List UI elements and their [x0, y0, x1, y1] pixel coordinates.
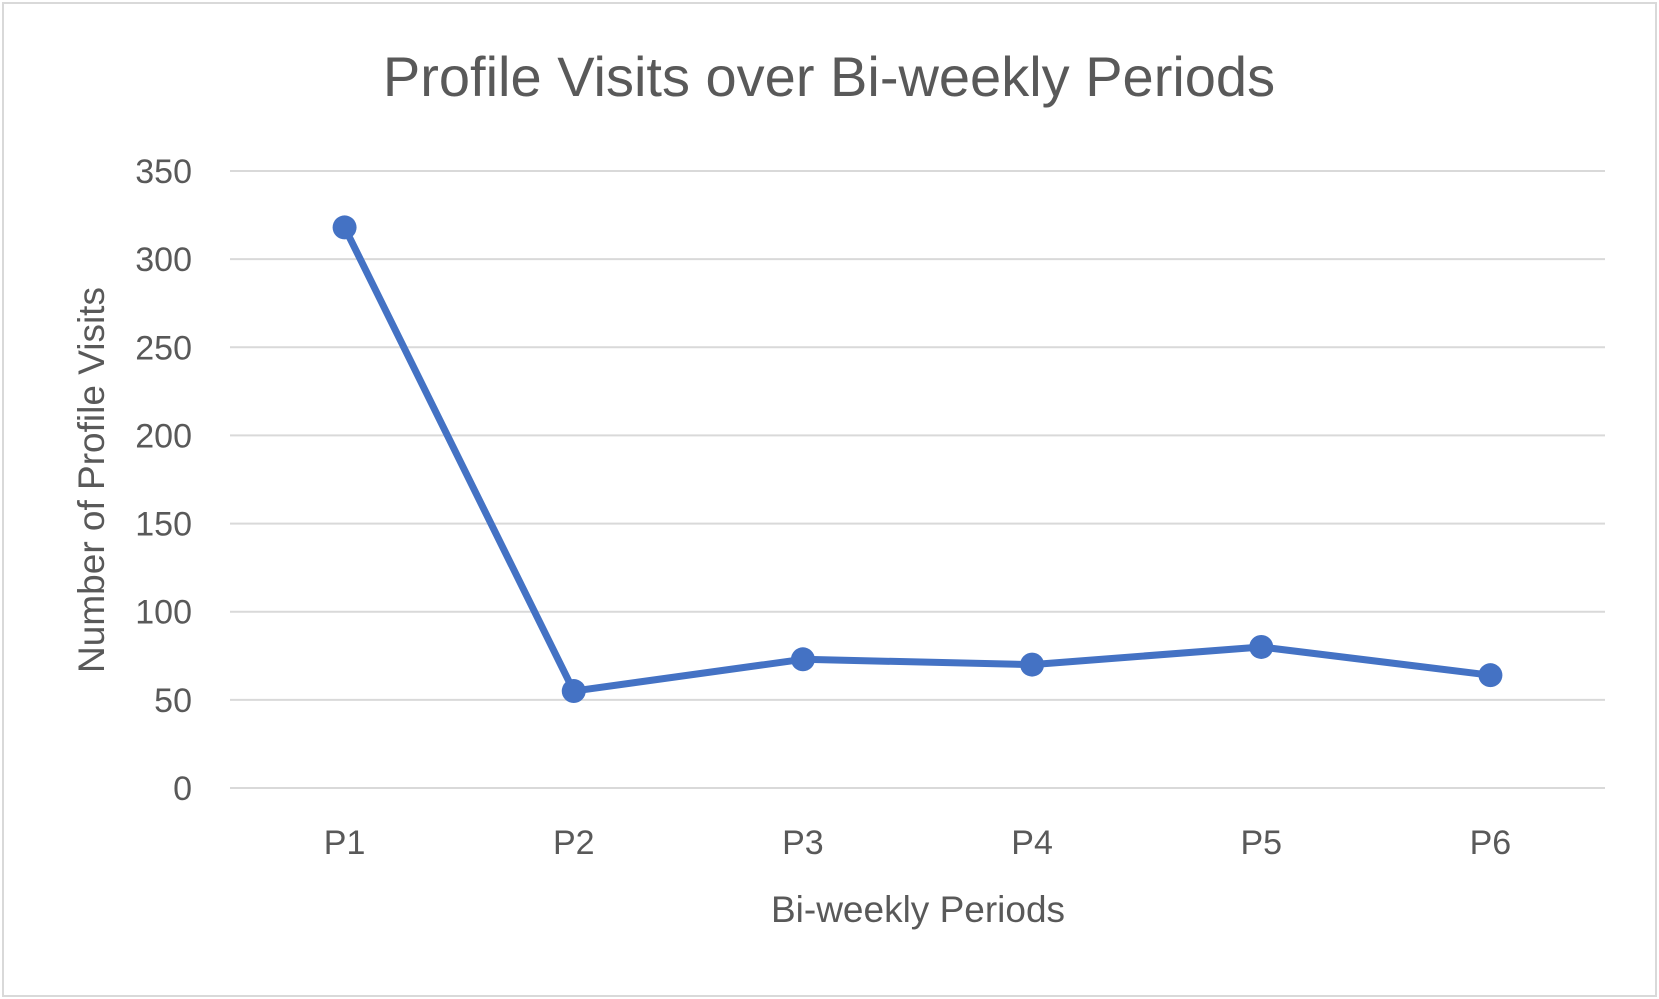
series-line — [341, 223, 1494, 695]
x-axis-tick-labels: P1 P2 P3 P4 P5 P6 — [324, 824, 1511, 862]
data-point-p2 — [561, 679, 586, 704]
x-tick-label: P5 — [1240, 824, 1282, 862]
y-tick-label: 300 — [135, 241, 192, 279]
y-axis-tick-labels: 0 50 100 150 200 250 300 350 — [135, 153, 192, 808]
x-tick-label: P1 — [324, 824, 366, 862]
y-tick-label: 0 — [173, 770, 192, 808]
data-point-p6 — [1478, 663, 1503, 688]
x-tick-label: P3 — [782, 824, 824, 862]
x-tick-label: P4 — [1011, 824, 1053, 862]
data-point-p5 — [1249, 634, 1274, 659]
gridlines — [230, 170, 1605, 789]
x-axis-title: Bi-weekly Periods — [771, 889, 1065, 930]
y-tick-label: 350 — [135, 153, 192, 191]
x-tick-label: P6 — [1470, 824, 1512, 862]
y-tick-label: 50 — [154, 682, 192, 720]
chart-title: Profile Visits over Bi-weekly Periods — [383, 45, 1275, 108]
y-tick-label: 150 — [135, 506, 192, 544]
data-point-p1 — [332, 215, 357, 240]
y-tick-label: 200 — [135, 417, 192, 455]
data-point-p4 — [1020, 652, 1045, 677]
y-axis-title: Number of Profile Visits — [71, 287, 112, 673]
series-group — [332, 215, 1503, 704]
data-point-p3 — [790, 647, 815, 672]
y-tick-label: 250 — [135, 329, 192, 367]
x-tick-label: P2 — [553, 824, 595, 862]
y-tick-label: 100 — [135, 594, 192, 632]
